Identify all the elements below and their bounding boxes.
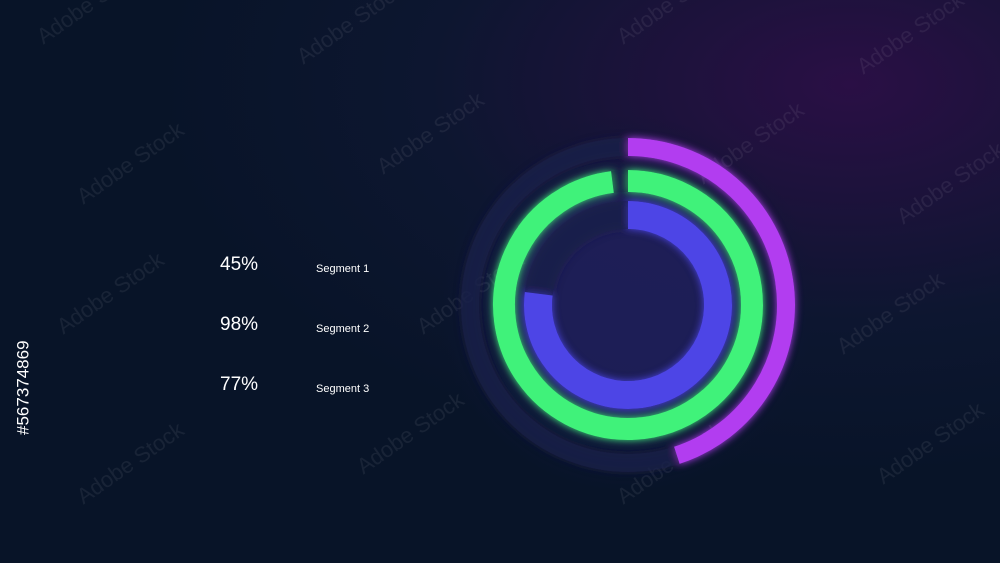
ring-bar <box>627 138 795 464</box>
legend-label: Segment 2 <box>316 323 369 335</box>
legend-label: Segment 1 <box>316 263 369 275</box>
rings <box>461 138 795 472</box>
legend-label: Segment 3 <box>316 383 369 395</box>
stock-id: #567374869 <box>13 340 32 435</box>
value-label: 77% <box>220 374 258 395</box>
value-label: 98% <box>220 314 258 335</box>
ring-bar <box>524 201 732 409</box>
ring-bar <box>493 170 763 440</box>
value-label: 45% <box>220 254 258 275</box>
